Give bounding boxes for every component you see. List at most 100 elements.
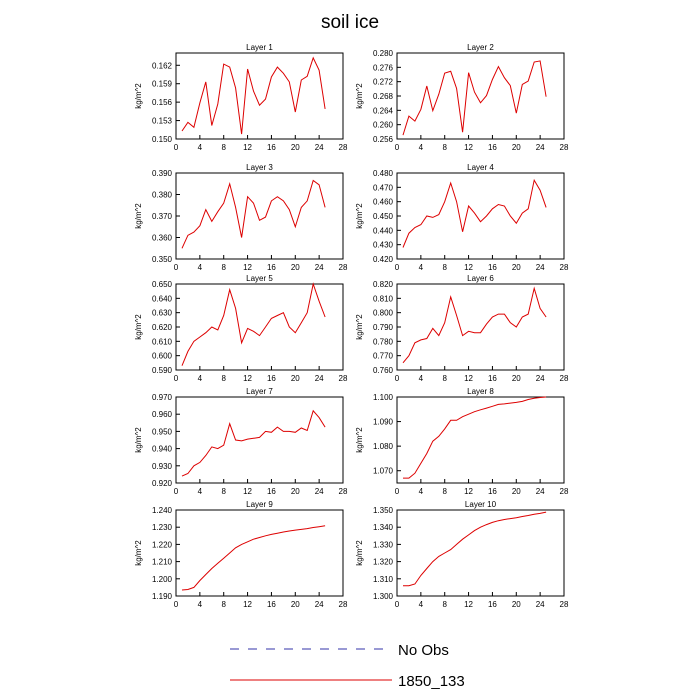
x-tick-label: 12 xyxy=(464,600,473,609)
panel-layer-1: Layer 1 kg/m^2 0 4 8 12 16 20 24 28 0.150 0.153 0.15… xyxy=(134,43,348,152)
x-tick-label: 20 xyxy=(512,143,521,152)
x-tick-label: 16 xyxy=(267,143,276,152)
y-tick-label: 0.800 xyxy=(373,309,394,318)
x-tick-label: 24 xyxy=(536,374,545,383)
panel-title: Layer 4 xyxy=(467,163,494,172)
y-tick-label: 0.370 xyxy=(152,212,173,221)
x-tick-label: 8 xyxy=(221,143,226,152)
x-tick-label: 4 xyxy=(198,263,203,272)
x-tick-label: 0 xyxy=(395,600,400,609)
panel-title: Layer 8 xyxy=(467,387,494,396)
y-tick-label: 0.390 xyxy=(152,169,173,178)
y-tick-label: 0.272 xyxy=(373,78,394,87)
panel-title: Layer 3 xyxy=(246,163,273,172)
y-tick-label: 0.450 xyxy=(373,212,394,221)
y-tick-label: 0.256 xyxy=(373,135,394,144)
y-axis-label: kg/m^2 xyxy=(134,203,143,229)
y-tick-label: 0.280 xyxy=(373,49,394,58)
series-line-1850_133 xyxy=(402,178,547,248)
x-tick-label: 0 xyxy=(174,600,179,609)
series-line-1850_133 xyxy=(181,282,326,366)
panels: Layer 1 kg/m^2 0 4 8 12 16 20 24 28 0.150 0.153 0.15… xyxy=(134,43,569,609)
panel-layer-4: Layer 4 kg/m^2 0 4 8 12 16 20 24 28 0.420 0.430 0.44… xyxy=(355,163,569,272)
y-tick-label: 0.930 xyxy=(152,462,173,471)
y-tick-label: 1.300 xyxy=(373,592,394,601)
y-tick-label: 0.620 xyxy=(152,323,173,332)
x-tick-label: 12 xyxy=(243,263,252,272)
y-tick-label: 0.810 xyxy=(373,294,394,303)
y-axis-label: kg/m^2 xyxy=(355,427,364,453)
y-tick-label: 0.600 xyxy=(152,352,173,361)
y-axis-label: kg/m^2 xyxy=(355,314,364,340)
x-tick-label: 4 xyxy=(419,600,424,609)
x-tick-label: 28 xyxy=(560,143,569,152)
series-line-1850_133 xyxy=(402,60,547,136)
x-tick-label: 4 xyxy=(419,263,424,272)
y-tick-label: 1.090 xyxy=(373,418,394,427)
x-tick-label: 8 xyxy=(221,487,226,496)
x-tick-label: 4 xyxy=(198,374,203,383)
y-tick-label: 0.460 xyxy=(373,198,394,207)
panel-title: Layer 9 xyxy=(246,500,273,509)
panel-layer-9: Layer 9 kg/m^2 0 4 8 12 16 20 24 28 1.190 1.200 1.21… xyxy=(134,500,348,609)
x-tick-label: 16 xyxy=(488,143,497,152)
x-tick-label: 24 xyxy=(536,600,545,609)
panel-layer-10: Layer 10 kg/m^2 0 4 8 12 16 20 24 28 1.300 1.310 1.3… xyxy=(355,500,569,609)
x-tick-label: 8 xyxy=(442,487,447,496)
x-tick-label: 16 xyxy=(488,487,497,496)
x-tick-label: 24 xyxy=(536,143,545,152)
y-tick-label: 0.590 xyxy=(152,366,173,375)
plot-frame xyxy=(175,52,344,140)
plot-frame xyxy=(396,283,565,371)
y-tick-label: 0.350 xyxy=(152,255,173,264)
x-tick-label: 0 xyxy=(174,374,179,383)
y-tick-label: 1.340 xyxy=(373,523,394,532)
y-tick-label: 1.220 xyxy=(152,540,173,549)
x-tick-label: 20 xyxy=(291,263,300,272)
x-tick-label: 4 xyxy=(198,600,203,609)
legend: No Obs 1850_133 xyxy=(230,642,465,690)
x-tick-label: 8 xyxy=(221,374,226,383)
panel-layer-6: Layer 6 kg/m^2 0 4 8 12 16 20 24 28 0.760 0.770 0.78… xyxy=(355,274,569,383)
panel-title: Layer 7 xyxy=(246,387,273,396)
x-tick-label: 24 xyxy=(315,263,324,272)
y-tick-label: 1.070 xyxy=(373,467,394,476)
series-line-1850_133 xyxy=(181,179,326,249)
x-tick-label: 16 xyxy=(267,487,276,496)
panel-title: Layer 10 xyxy=(465,500,497,509)
x-tick-label: 4 xyxy=(419,143,424,152)
x-tick-label: 20 xyxy=(291,600,300,609)
y-tick-label: 0.790 xyxy=(373,323,394,332)
x-tick-label: 20 xyxy=(512,374,521,383)
series-line-1850_133 xyxy=(181,56,326,135)
x-tick-label: 28 xyxy=(339,374,348,383)
y-tick-label: 0.970 xyxy=(152,393,173,402)
series-line-1850_133 xyxy=(181,525,326,591)
y-tick-label: 1.330 xyxy=(373,540,394,549)
y-tick-label: 0.640 xyxy=(152,294,173,303)
y-axis-label: kg/m^2 xyxy=(355,83,364,109)
y-tick-label: 0.430 xyxy=(373,241,394,250)
x-tick-label: 20 xyxy=(512,487,521,496)
x-tick-label: 8 xyxy=(442,143,447,152)
x-tick-label: 12 xyxy=(243,487,252,496)
series-line-1850_133 xyxy=(181,409,326,477)
x-tick-label: 16 xyxy=(267,374,276,383)
y-tick-label: 1.310 xyxy=(373,575,394,584)
x-tick-label: 12 xyxy=(243,600,252,609)
x-tick-label: 12 xyxy=(464,263,473,272)
plot-frame xyxy=(396,52,565,140)
y-tick-label: 1.080 xyxy=(373,442,394,451)
y-tick-label: 1.200 xyxy=(152,575,173,584)
x-tick-label: 20 xyxy=(512,600,521,609)
y-tick-label: 0.150 xyxy=(152,135,173,144)
y-tick-label: 0.380 xyxy=(152,191,173,200)
x-tick-label: 4 xyxy=(419,374,424,383)
x-tick-label: 16 xyxy=(267,263,276,272)
y-tick-label: 0.260 xyxy=(373,121,394,130)
x-tick-label: 4 xyxy=(419,487,424,496)
y-tick-label: 0.159 xyxy=(152,80,173,89)
y-tick-label: 0.770 xyxy=(373,352,394,361)
x-tick-label: 0 xyxy=(395,143,400,152)
x-tick-label: 0 xyxy=(174,487,179,496)
